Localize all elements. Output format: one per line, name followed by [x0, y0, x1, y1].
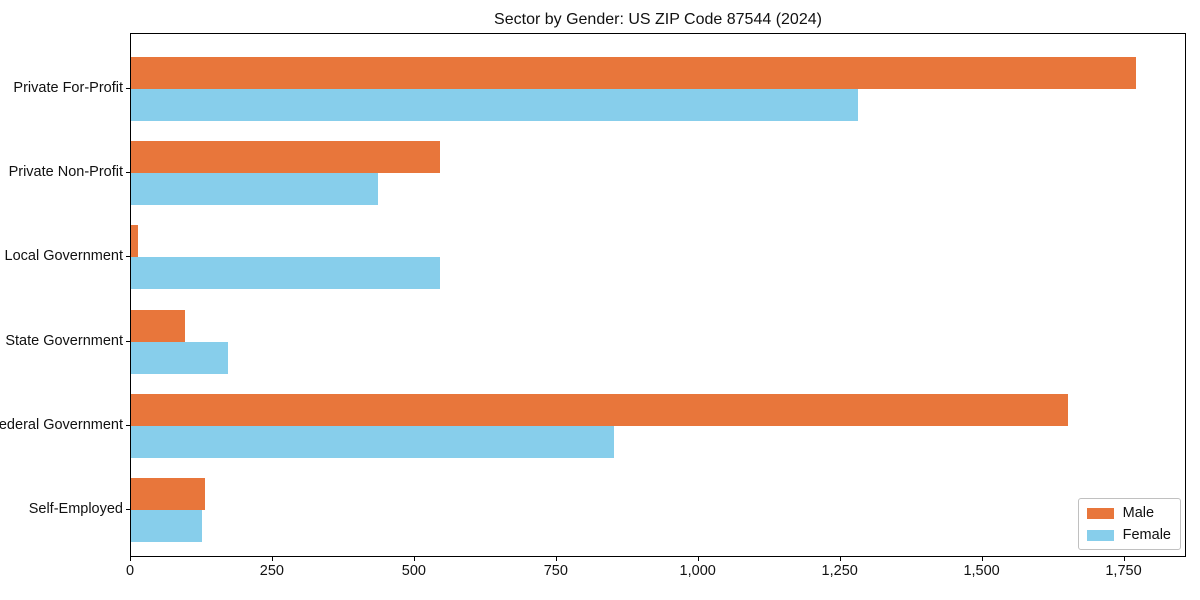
bar-female-3 — [131, 257, 441, 290]
bar-male-3 — [131, 225, 139, 258]
legend-label-female: Female — [1122, 527, 1171, 543]
y-axis-tick — [126, 509, 130, 510]
bar-female-2 — [131, 173, 378, 206]
y-axis-label-6: Self-Employed — [28, 501, 123, 517]
y-axis-label-5: Federal Government — [0, 416, 123, 433]
legend-item-male: Male — [1086, 505, 1171, 521]
bar-female-4 — [131, 341, 228, 374]
y-axis-tick — [126, 256, 130, 258]
legend-label-male: Male — [1122, 505, 1155, 521]
bar-male-5 — [131, 393, 1068, 426]
y-axis-label-1: Private For-Profit — [13, 80, 123, 96]
male-series-swatch — [1086, 507, 1114, 519]
chart-title: Sector by Gender: US ZIP Code 87544 (202… — [494, 11, 822, 28]
x-axis-tick-label-4: 750 — [543, 563, 568, 579]
x-axis-tick — [839, 557, 841, 561]
y-axis-label-2: Private Non-Profit — [8, 164, 123, 181]
x-axis-tick — [271, 557, 273, 561]
x-axis-tick — [697, 557, 699, 561]
y-axis-tick — [126, 88, 130, 89]
y-axis-label-3: Local Government — [4, 248, 123, 265]
x-axis-tick — [130, 557, 131, 561]
x-axis-tick — [413, 557, 415, 561]
bar-female-1 — [131, 89, 858, 121]
x-axis-tick-label-3: 500 — [401, 563, 426, 579]
x-axis-tick — [981, 557, 983, 561]
y-axis-tick — [126, 424, 130, 426]
legend: Male Female — [1077, 498, 1181, 550]
bar-male-2 — [131, 141, 441, 174]
legend-item-female: Female — [1086, 527, 1171, 543]
bar-female-6 — [131, 510, 202, 542]
x-axis-tick — [555, 557, 557, 561]
x-axis-tick-label-2: 250 — [259, 563, 284, 579]
x-axis-tick-label-7: 1,500 — [963, 563, 1000, 579]
x-axis-tick-label-8: 1,750 — [1105, 563, 1142, 579]
x-axis-tick-label-1: 0 — [125, 563, 135, 579]
female-series-swatch — [1086, 529, 1114, 541]
x-axis-tick — [1123, 557, 1125, 561]
y-axis-label-4: State Government — [5, 332, 123, 349]
bar-male-6 — [131, 478, 205, 510]
x-axis-tick-label-5: 1,000 — [679, 563, 716, 579]
y-axis-tick — [126, 340, 130, 342]
bar-male-1 — [131, 57, 1136, 89]
bar-male-4 — [131, 309, 185, 342]
y-axis-tick — [126, 172, 130, 174]
plot-area: Male Female — [130, 33, 1186, 557]
x-axis-tick-label-6: 1,250 — [821, 563, 858, 579]
bar-female-5 — [131, 425, 614, 458]
